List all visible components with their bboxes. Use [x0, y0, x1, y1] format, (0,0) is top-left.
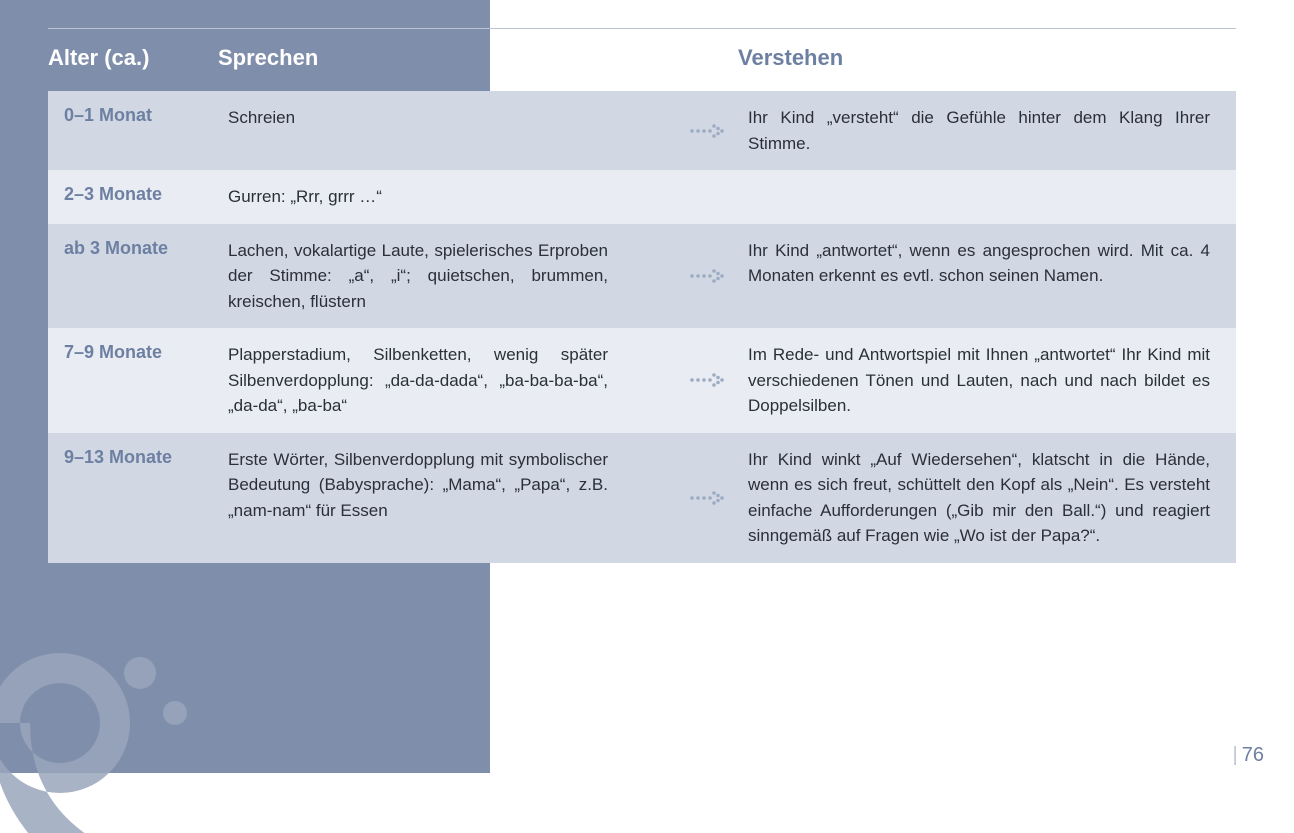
arrow-dots-icon	[688, 119, 728, 143]
cell-understand: Ihr Kind winkt „Auf Wiedersehen“, klatsc…	[748, 447, 1218, 549]
table-row: 7–9 MonatePlapperstadium, Silbenketten, …	[48, 328, 1236, 433]
page-number: |76	[1233, 744, 1264, 767]
arrow-dots-icon	[688, 368, 728, 392]
table-header-row: Alter (ca.) Sprechen Verstehen	[48, 28, 1236, 91]
header-understand: Verstehen	[738, 45, 1236, 71]
cell-arrow	[668, 184, 748, 210]
content-area: Alter (ca.) Sprechen Verstehen 0–1 Monat…	[48, 28, 1236, 563]
header-age: Alter (ca.)	[48, 45, 218, 71]
cell-speak: Schreien	[228, 105, 668, 156]
cell-understand: Im Rede- und Antwortspiel mit Ihnen „ant…	[748, 342, 1218, 419]
table-row: 0–1 MonatSchreien Ihr Kind „versteht“ die…	[48, 91, 1236, 170]
cell-age: 0–1 Monat	[58, 105, 228, 156]
cell-arrow	[668, 342, 748, 419]
cell-speak: Lachen, vokalartige Laute, spielerisches…	[228, 238, 668, 315]
table-row: 9–13 MonateErste Wörter, Silbenverdopplu…	[48, 433, 1236, 563]
header-speak: Sprechen	[218, 45, 658, 71]
cell-understand: Ihr Kind „versteht“ die Gefühle hinter d…	[748, 105, 1218, 156]
cell-arrow	[668, 447, 748, 549]
cell-speak: Erste Wörter, Silbenverdopplung mit symb…	[228, 447, 668, 549]
cell-speak: Gurren: „Rrr, grrr …“	[228, 184, 668, 210]
cell-age: 2–3 Monate	[58, 184, 228, 210]
table-row: 2–3 MonateGurren: „Rrr, grrr …“	[48, 170, 1236, 224]
cell-speak: Plapperstadium, Silbenketten, wenig spä­…	[228, 342, 668, 419]
quote-decoration-icon	[0, 613, 190, 833]
arrow-dots-icon	[688, 264, 728, 288]
cell-age: 7–9 Monate	[58, 342, 228, 419]
cell-arrow	[668, 238, 748, 315]
cell-age: 9–13 Monate	[58, 447, 228, 549]
cell-understand	[748, 184, 1218, 210]
cell-age: ab 3 Monate	[58, 238, 228, 315]
cell-arrow	[668, 105, 748, 156]
cell-understand: Ihr Kind „antwortet“, wenn es angesproch…	[748, 238, 1218, 315]
table-body: 0–1 MonatSchreien Ihr Kind „versteht“ die…	[48, 91, 1236, 563]
table-row: ab 3 MonateLachen, vokalartige Laute, sp…	[48, 224, 1236, 329]
arrow-dots-icon	[688, 486, 728, 510]
